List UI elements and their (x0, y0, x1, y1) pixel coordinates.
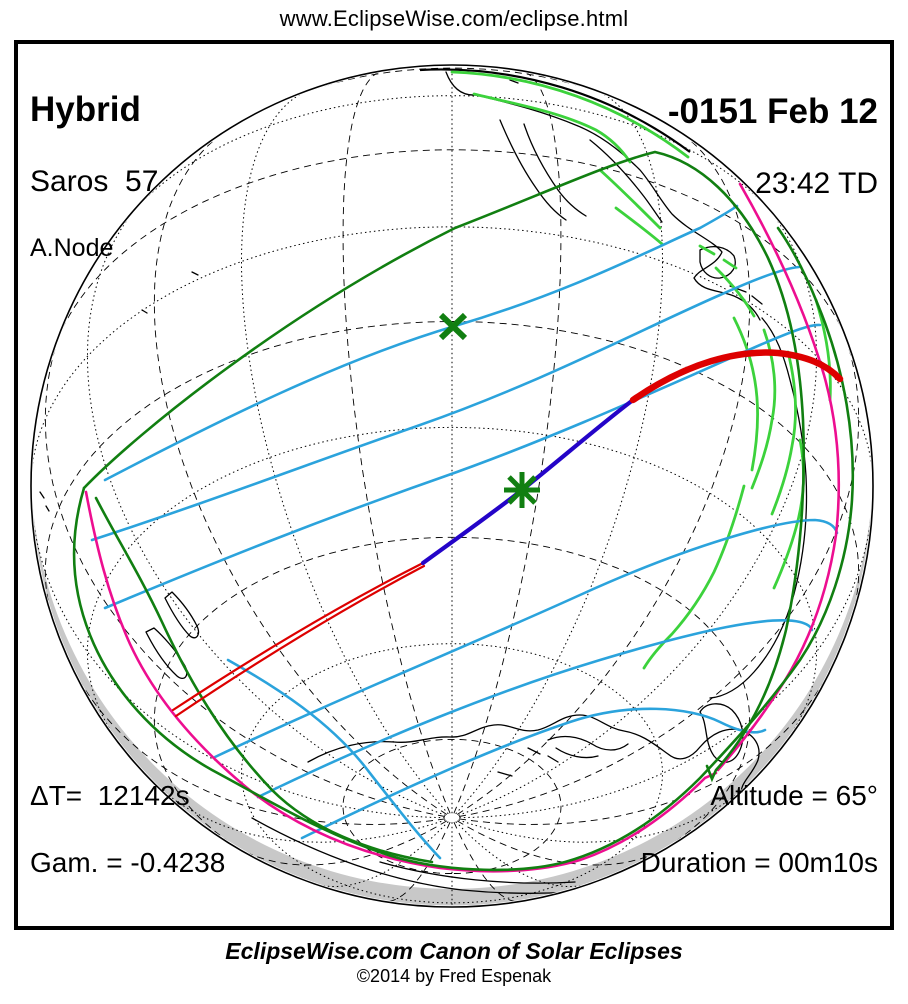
meridian-30 (455, 89, 663, 815)
sa-highlight-4 (770, 350, 797, 516)
mexico-highlight (598, 168, 664, 246)
gamma-label: Gam. = -0.4238 (30, 846, 226, 878)
baja-coast (499, 119, 567, 221)
sunrise-curve-west (84, 490, 718, 873)
tierra-del-fuego (547, 735, 629, 759)
contour-7 (226, 658, 442, 860)
sa-highlight-7 (714, 266, 756, 318)
limb-coast-highlight (450, 70, 690, 159)
contour-6 (300, 707, 767, 840)
meridian--15 (342, 70, 451, 814)
meridian-105 (459, 657, 837, 825)
new-zealand-south-island (145, 627, 188, 680)
north-penumbral-limit (82, 150, 806, 783)
altitude-label: Altitude = 65° (710, 779, 878, 811)
parallel-15 (56, 149, 848, 340)
parallel-0 (32, 226, 872, 487)
meridian-90 (459, 491, 872, 819)
eclipse-time-label: 23:42 TD (755, 166, 878, 200)
gulf-of-california-coast (523, 123, 587, 217)
meridian-75 (459, 324, 860, 817)
antarctica-inner-coast (379, 861, 576, 884)
meridian-150 (455, 821, 591, 887)
globe-limb (30, 64, 874, 908)
caribbean-highlight (698, 244, 738, 270)
eclipse-type-block: Hybrid Saros 57 A.Node (30, 54, 158, 298)
parallel--60 (240, 643, 664, 904)
url-header: www.EclipseWise.com/eclipse.html (279, 6, 629, 31)
central-eclipse-path (171, 349, 844, 718)
greatest-eclipse-marker (504, 472, 540, 508)
inner-limit-west (94, 496, 434, 864)
meridian--45 (153, 129, 448, 815)
footer-copyright: ©2014 by Fred Espenak (356, 966, 552, 986)
meridian--30 (241, 89, 449, 815)
meridian--105 (67, 657, 445, 825)
annular-path-west-south (174, 564, 426, 718)
yucatan-outline (699, 245, 736, 279)
contour-4 (213, 518, 839, 759)
meridian--150 (313, 821, 449, 887)
meridian--135 (234, 820, 448, 866)
parallel--30 (86, 426, 818, 751)
outer-limit-loop (72, 226, 855, 872)
contour-2 (90, 265, 801, 542)
mexico-inner-coast (589, 139, 663, 223)
meridian-60 (458, 203, 817, 816)
coast-visibility-highlights (450, 70, 832, 670)
meridian-165 (453, 821, 521, 903)
sa-highlight-2 (732, 316, 760, 472)
sa-highlight-1 (642, 484, 746, 670)
north-america-arctic-coast (419, 68, 691, 153)
na-coast-highlight (472, 92, 632, 164)
sunrise-sunset-curves (84, 182, 840, 873)
penumbral-limit-curves (72, 150, 855, 872)
meridian--75 (44, 324, 445, 817)
eclipse-date-block: -0151 Feb 12 23:42 TD (668, 56, 878, 236)
globe-map (30, 64, 874, 908)
antarctic-islands (497, 747, 559, 777)
footer-title: EclipseWise.com Canon of Solar Eclipses (225, 938, 683, 964)
meridian--60 (87, 203, 446, 816)
annular-path-west-north (171, 561, 425, 712)
delta-t-label: ΔT= 12142s (30, 779, 190, 811)
annular-path-east (629, 349, 844, 404)
contour-1 (103, 204, 739, 482)
sunset-curve-east (716, 182, 840, 772)
meridian-135 (456, 820, 670, 866)
contour-3 (103, 323, 822, 610)
graticule (32, 66, 872, 906)
meridian--90 (32, 491, 445, 819)
altitude-block: Altitude = 65° Duration = 00m10s (641, 744, 878, 914)
saros-label: Saros 57 (30, 164, 159, 198)
duration-label: Duration = 00m10s (640, 846, 878, 878)
meridian--165 (383, 821, 451, 903)
meridian-15 (453, 70, 562, 814)
delta-t-block: ΔT= 12142s Gam. = -0.4238 (30, 744, 225, 914)
antarctic-peninsula (699, 703, 744, 763)
eclipse-date-label: -0151 Feb 12 (667, 91, 878, 131)
node-label: A.Node (30, 234, 114, 263)
subsolar-point-marker (438, 312, 468, 341)
contour-5 (256, 619, 814, 799)
south-america-west-coast (709, 317, 808, 699)
eclipse-map-panel: Hybrid Saros 57 A.Node -0151 Feb 12 23:4… (14, 40, 894, 930)
new-zealand-north-island (164, 591, 200, 639)
max-eclipse-contours (90, 204, 839, 860)
eclipse-type-label: Hybrid (30, 89, 141, 129)
